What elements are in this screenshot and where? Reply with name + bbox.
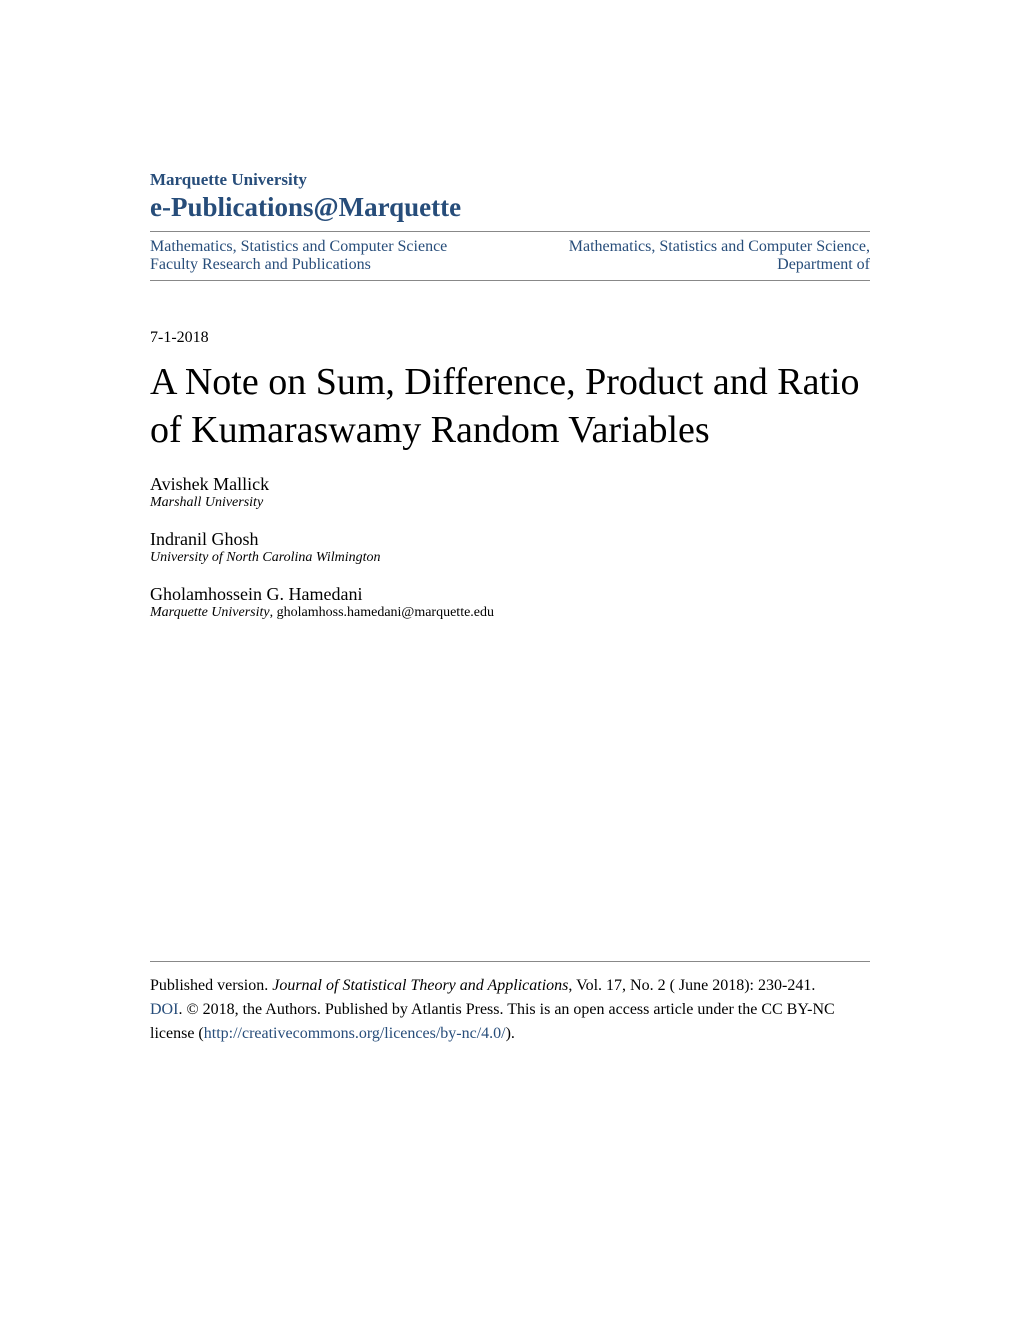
author-affiliation: Marshall University xyxy=(150,495,870,511)
repository-header: Marquette University e-Publications@Marq… xyxy=(150,170,870,281)
nav-left-line1: Mathematics, Statistics and Computer Sci… xyxy=(150,238,447,255)
author-name: Avishek Mallick xyxy=(150,474,870,495)
author-affiliation: University of North Carolina Wilmington xyxy=(150,550,870,566)
author-block: Avishek Mallick Marshall University xyxy=(150,474,870,511)
publication-date: 7-1-2018 xyxy=(150,329,870,347)
license-link[interactable]: http://creativecommons.org/licences/by-n… xyxy=(204,1025,506,1042)
nav-right-line2: Department of xyxy=(777,256,870,273)
citation-footer: Published version. Journal of Statistica… xyxy=(150,974,870,1046)
nav-collection-link[interactable]: Mathematics, Statistics and Computer Sci… xyxy=(150,238,447,274)
footer-divider xyxy=(150,961,870,962)
author-name: Indranil Ghosh xyxy=(150,529,870,550)
nav-right-line1: Mathematics, Statistics and Computer Sci… xyxy=(569,238,870,255)
nav-department-link[interactable]: Mathematics, Statistics and Computer Sci… xyxy=(569,238,870,274)
author-block: Gholamhossein G. Hamedani Marquette Univ… xyxy=(150,584,870,621)
author-affiliation: Marquette University, gholamhoss.hamedan… xyxy=(150,605,870,621)
article-title: A Note on Sum, Difference, Product and R… xyxy=(150,359,870,454)
journal-name: Journal of Statistical Theory and Applic… xyxy=(272,977,568,994)
closing-paren: ). xyxy=(506,1025,515,1042)
nav-left-line2: Faculty Research and Publications xyxy=(150,256,371,273)
citation-details: , Vol. 17, No. 2 ( June 2018): 230-241. xyxy=(568,977,815,994)
pub-label: Published version. xyxy=(150,977,272,994)
author-block: Indranil Ghosh University of North Carol… xyxy=(150,529,870,566)
breadcrumb-nav: Mathematics, Statistics and Computer Sci… xyxy=(150,231,870,281)
university-name[interactable]: Marquette University xyxy=(150,170,870,190)
repository-name[interactable]: e-Publications@Marquette xyxy=(150,192,870,223)
author-name: Gholamhossein G. Hamedani xyxy=(150,584,870,605)
doi-link[interactable]: DOI xyxy=(150,1001,178,1018)
